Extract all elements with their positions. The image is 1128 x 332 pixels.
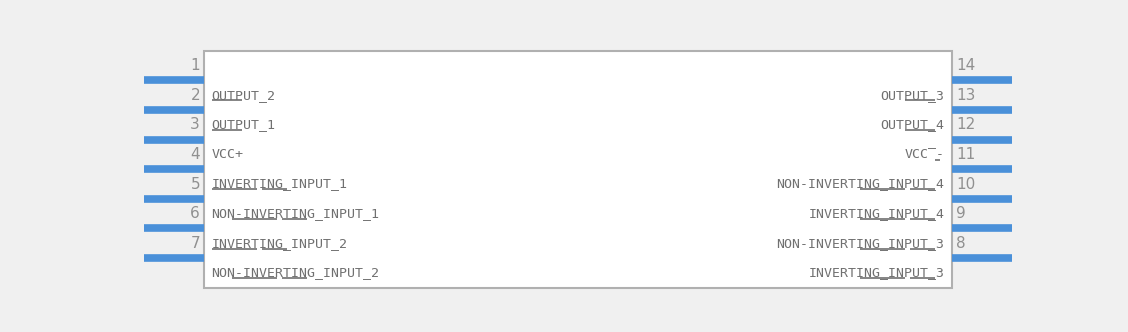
Text: 3: 3: [191, 117, 200, 132]
Text: NON-INVERTING_INPUT_3: NON-INVERTING_INPUT_3: [776, 237, 944, 250]
Text: NON-INVERTING_INPUT_1: NON-INVERTING_INPUT_1: [212, 207, 380, 220]
Text: INVERTING_INPUT_2: INVERTING_INPUT_2: [212, 237, 347, 250]
Text: INVERTING_INPUT_3: INVERTING_INPUT_3: [809, 267, 944, 280]
Text: 1: 1: [191, 58, 200, 73]
Text: 4: 4: [191, 147, 200, 162]
Text: 10: 10: [957, 177, 976, 192]
Text: OUTPUT_4: OUTPUT_4: [881, 118, 944, 131]
Text: 12: 12: [957, 117, 976, 132]
Text: VCC̅-: VCC̅-: [905, 148, 944, 161]
Text: NON-INVERTING_INPUT_4: NON-INVERTING_INPUT_4: [776, 178, 944, 191]
Text: 11: 11: [957, 147, 976, 162]
Text: 5: 5: [191, 177, 200, 192]
Text: INVERTING_INPUT_1: INVERTING_INPUT_1: [212, 178, 347, 191]
Text: 6: 6: [191, 206, 200, 221]
Text: 14: 14: [957, 58, 976, 73]
Text: VCC+: VCC+: [212, 148, 244, 161]
Text: INVERTING_INPUT_4: INVERTING_INPUT_4: [809, 207, 944, 220]
Text: 8: 8: [957, 236, 966, 251]
Text: 9: 9: [957, 206, 966, 221]
Text: 7: 7: [191, 236, 200, 251]
Text: OUTPUT_1: OUTPUT_1: [212, 118, 275, 131]
Text: 13: 13: [957, 88, 976, 103]
Text: 2: 2: [191, 88, 200, 103]
Text: NON-INVERTING_INPUT_2: NON-INVERTING_INPUT_2: [212, 267, 380, 280]
Text: OUTPUT_3: OUTPUT_3: [881, 89, 944, 102]
Text: OUTPUT_2: OUTPUT_2: [212, 89, 275, 102]
Bar: [204, 50, 952, 288]
